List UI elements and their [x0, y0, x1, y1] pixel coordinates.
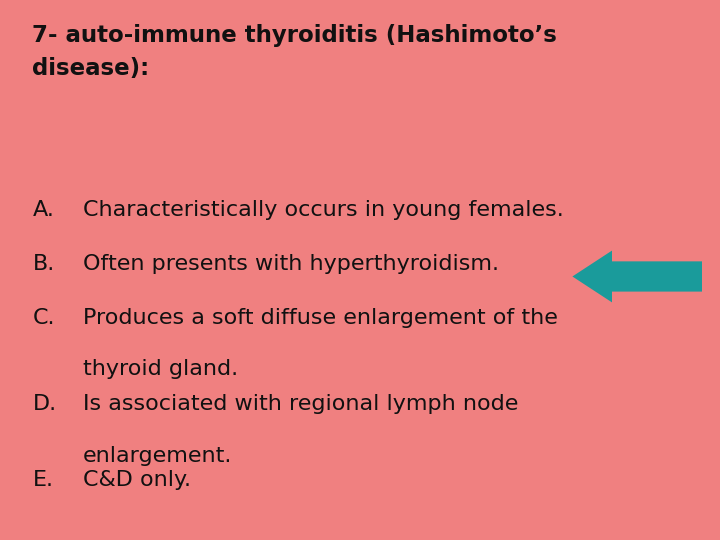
- Polygon shape: [572, 251, 702, 302]
- Text: Produces a soft diffuse enlargement of the: Produces a soft diffuse enlargement of t…: [83, 308, 558, 328]
- Text: Is associated with regional lymph node: Is associated with regional lymph node: [83, 394, 518, 414]
- Text: E.: E.: [32, 470, 53, 490]
- Text: disease):: disease):: [32, 57, 150, 80]
- Text: enlargement.: enlargement.: [83, 446, 232, 465]
- Text: D.: D.: [32, 394, 57, 414]
- Text: B.: B.: [32, 254, 55, 274]
- Text: Characteristically occurs in young females.: Characteristically occurs in young femal…: [83, 200, 564, 220]
- Text: thyroid gland.: thyroid gland.: [83, 359, 238, 379]
- Text: C&D only.: C&D only.: [83, 470, 191, 490]
- Text: A.: A.: [32, 200, 54, 220]
- Text: 7- auto-immune thyroiditis (Hashimoto’s: 7- auto-immune thyroiditis (Hashimoto’s: [32, 24, 557, 48]
- Text: Often presents with hyperthyroidism.: Often presents with hyperthyroidism.: [83, 254, 499, 274]
- Text: C.: C.: [32, 308, 55, 328]
